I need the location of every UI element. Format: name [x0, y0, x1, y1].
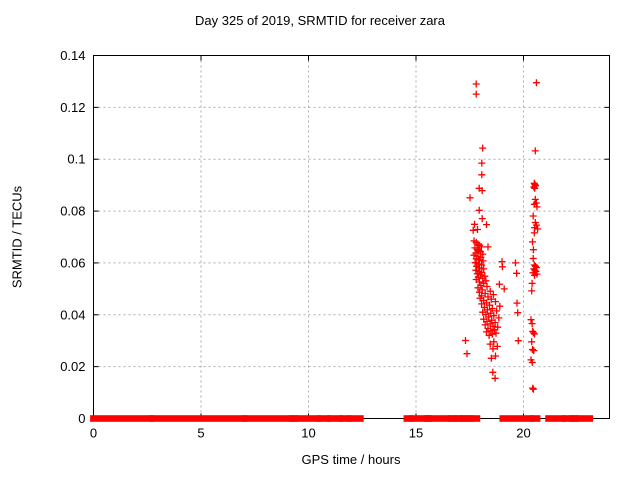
chart-title: Day 325 of 2019, SRMTID for receiver zar… — [195, 13, 445, 28]
baseline-band — [288, 415, 299, 422]
x-tick-label: 20 — [516, 426, 530, 441]
y-tick-label: 0.04 — [60, 307, 85, 322]
y-tick-label: 0.02 — [60, 359, 85, 374]
baseline-band — [545, 415, 566, 422]
baseline-band — [316, 415, 331, 422]
y-tick-label: 0 — [78, 411, 85, 426]
y-tick-label: 0.1 — [67, 152, 85, 167]
baseline-band — [463, 415, 474, 422]
baseline-band — [90, 415, 155, 422]
y-tick-label: 0.14 — [60, 48, 85, 63]
baseline-band — [339, 415, 352, 422]
baseline-band — [408, 415, 430, 422]
baseline-band — [403, 415, 414, 422]
baseline-band — [447, 415, 458, 422]
x-axis-label: GPS time / hours — [301, 452, 401, 467]
x-tick-label: 15 — [409, 426, 423, 441]
baseline-band — [294, 415, 321, 422]
y-tick-label: 0.08 — [60, 204, 85, 219]
x-tick-label: 5 — [197, 426, 204, 441]
x-tick-label: 10 — [301, 426, 315, 441]
baseline-band — [529, 415, 541, 422]
baseline-band — [573, 415, 594, 422]
baseline-band — [346, 415, 364, 422]
y-tick-label: 0.06 — [60, 255, 85, 270]
baseline-band — [468, 415, 481, 422]
data-point-markers — [462, 79, 542, 393]
baseline-band — [149, 415, 247, 422]
x-tick-label: 0 — [90, 426, 97, 441]
baseline-band — [426, 415, 453, 422]
baseline-band — [453, 415, 464, 422]
baseline-band — [499, 415, 534, 422]
baseline-band — [327, 415, 343, 422]
baseline-band — [242, 415, 295, 422]
y-tick-label: 0.12 — [60, 100, 85, 115]
baseline-band — [562, 415, 574, 422]
